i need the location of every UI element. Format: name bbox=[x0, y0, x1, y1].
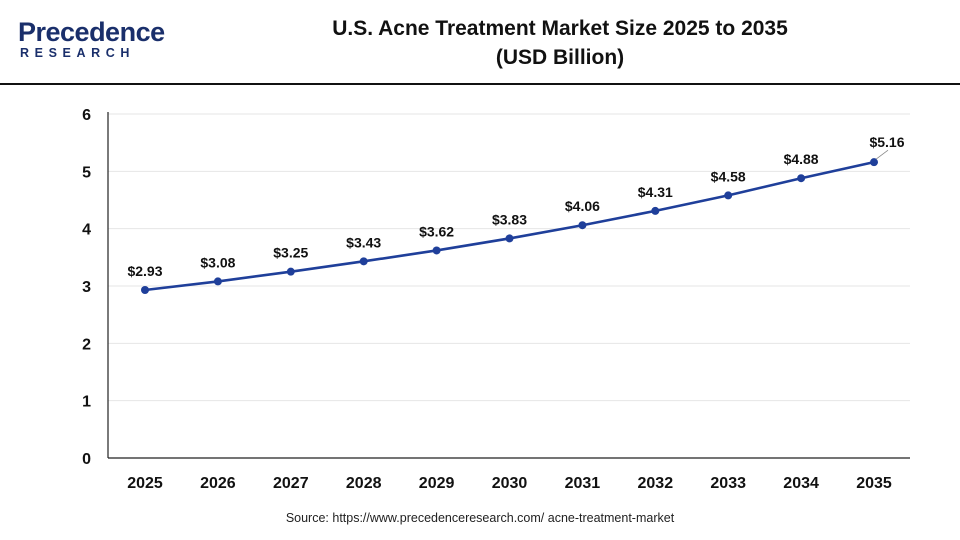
data-point bbox=[213, 277, 222, 286]
data-label: $3.83 bbox=[492, 211, 527, 227]
data-label-leader bbox=[875, 149, 889, 160]
data-point bbox=[359, 257, 368, 266]
data-point bbox=[141, 286, 149, 295]
data-point bbox=[505, 234, 514, 243]
data-label: $3.62 bbox=[419, 223, 454, 239]
chart-title: U.S. Acne Treatment Market Size 2025 to … bbox=[240, 14, 880, 72]
x-tick-label: 2030 bbox=[492, 475, 528, 492]
x-tick-label: 2028 bbox=[346, 475, 382, 492]
brand-logo: Precedence RESEARCH bbox=[18, 18, 168, 68]
data-point bbox=[797, 174, 806, 183]
y-tick-label: 1 bbox=[82, 394, 91, 411]
x-tick-label: 2026 bbox=[200, 475, 236, 492]
y-tick-label: 5 bbox=[82, 164, 91, 181]
data-point bbox=[724, 191, 733, 200]
data-label: $4.31 bbox=[638, 184, 673, 200]
chart-title-line1: U.S. Acne Treatment Market Size 2025 to … bbox=[332, 17, 788, 40]
y-tick-label: 6 bbox=[82, 107, 91, 124]
logo-subtitle: RESEARCH bbox=[20, 46, 135, 60]
x-tick-label: 2025 bbox=[127, 475, 163, 492]
chart-title-line2: (USD Billion) bbox=[495, 46, 625, 69]
y-tick-label: 2 bbox=[82, 336, 91, 353]
logo-wordmark: Precedence bbox=[18, 17, 165, 47]
x-tick-label: 2035 bbox=[856, 475, 892, 492]
x-tick-label: 2032 bbox=[638, 475, 674, 492]
x-tick-label: 2034 bbox=[783, 475, 819, 492]
x-tick-label: 2027 bbox=[273, 475, 309, 492]
data-point bbox=[286, 267, 295, 276]
data-label: $2.93 bbox=[127, 263, 162, 279]
header-bar: Precedence RESEARCH U.S. Acne Treatment … bbox=[0, 0, 960, 85]
data-label: $4.06 bbox=[565, 198, 600, 214]
data-point bbox=[651, 206, 660, 215]
data-label: $3.43 bbox=[346, 234, 381, 250]
x-tick-label: 2031 bbox=[565, 475, 601, 492]
data-label: $4.58 bbox=[711, 168, 746, 184]
data-label: $4.88 bbox=[784, 151, 819, 167]
data-label: $3.08 bbox=[200, 254, 235, 270]
line-chart: 0 1 2 3 4 5 6 2025 2026 2027 2028 2029 2030 2031 2032 2… bbox=[82, 107, 910, 492]
data-label: $3.25 bbox=[273, 245, 308, 261]
y-tick-label: 4 bbox=[82, 222, 91, 239]
x-tick-label: 2033 bbox=[710, 475, 746, 492]
data-point bbox=[432, 246, 441, 255]
y-tick-label: 0 bbox=[82, 451, 91, 468]
data-label: $5.16 bbox=[869, 134, 904, 150]
data-point bbox=[870, 158, 878, 167]
y-tick-label: 3 bbox=[82, 279, 91, 296]
x-tick-label: 2029 bbox=[419, 475, 455, 492]
data-point bbox=[578, 221, 587, 230]
source-note: Source: https://www.precedenceresearch.c… bbox=[285, 511, 675, 525]
